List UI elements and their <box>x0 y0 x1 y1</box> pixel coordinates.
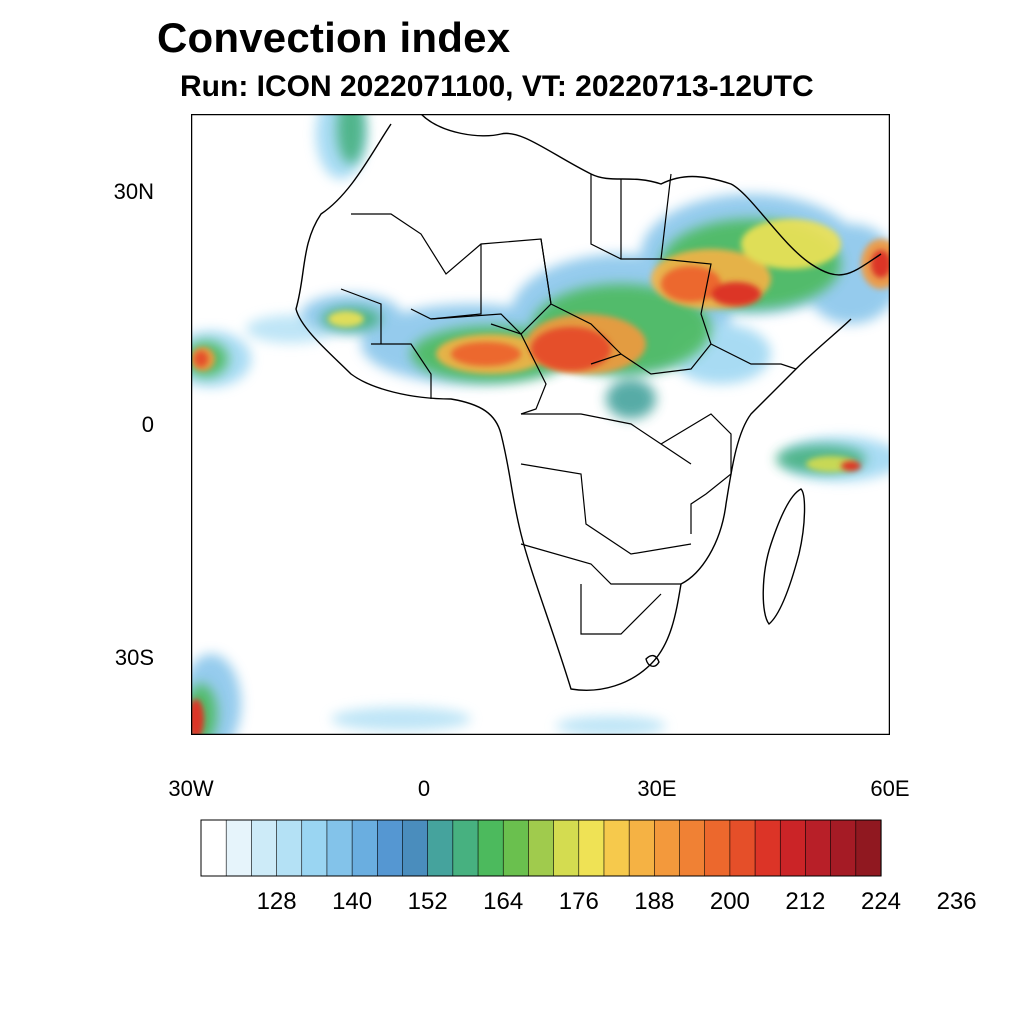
chart-title: Convection index <box>157 14 511 61</box>
colorbar-label: 152 <box>407 888 448 915</box>
colorbar-swatch <box>276 819 303 877</box>
colorbar-swatch <box>805 819 832 877</box>
colorbar-swatch <box>326 819 353 877</box>
colorbar-swatch <box>528 819 555 877</box>
colorbar-label: 176 <box>558 888 599 915</box>
lat-label-30s: 30S <box>114 645 154 670</box>
colorbar-swatch <box>225 819 252 877</box>
colorbar-label: 128 <box>256 888 297 915</box>
colorbar-swatch <box>427 819 454 877</box>
chart-subtitle: Run: ICON 2022071100, VT: 20220713-12UTC <box>180 70 814 103</box>
colorbar-frame <box>200 819 882 877</box>
colorbar <box>200 819 882 877</box>
map-panel <box>169 113 912 757</box>
convection-field <box>191 114 890 735</box>
colorbar-label: 236 <box>936 888 977 915</box>
coastlines <box>295 113 882 691</box>
lon-label-30w: 30W <box>168 776 214 801</box>
colorbar-swatch <box>754 819 781 877</box>
colorbar-swatch <box>578 819 605 877</box>
colorbar-swatch <box>855 819 882 877</box>
colorbar-swatch <box>603 819 630 877</box>
colorbar-label: 164 <box>483 888 524 915</box>
colorbar-swatch <box>477 819 504 877</box>
colorbar-label: 188 <box>634 888 675 915</box>
country-borders <box>340 173 797 635</box>
lat-label-0: 0 <box>141 412 154 437</box>
map-frame <box>190 113 891 736</box>
colorbar-swatch <box>377 819 404 877</box>
colorbar-label: 140 <box>332 888 373 915</box>
colorbar-swatch <box>502 819 530 877</box>
colorbar-swatch <box>679 819 706 877</box>
colorbar-swatch <box>654 819 681 877</box>
map-svg <box>169 113 912 757</box>
colorbar-swatch <box>628 819 655 877</box>
colorbar-label: 212 <box>785 888 826 915</box>
lon-label-0: 0 <box>417 776 431 801</box>
colorbar-swatch <box>402 819 429 877</box>
colorbar-swatch <box>452 819 479 877</box>
colorbar-swatch <box>729 819 756 877</box>
colorbar-swatch <box>553 819 580 877</box>
colorbar-swatch <box>779 819 807 877</box>
colorbar-swatch <box>200 819 227 877</box>
lon-label-60e: 60E <box>870 776 910 801</box>
colorbar-swatch <box>251 819 278 877</box>
colorbar-swatch <box>704 819 731 877</box>
lat-label-30n: 30N <box>113 179 154 204</box>
colorbar-swatch <box>301 819 328 877</box>
colorbar-label: 200 <box>709 888 750 915</box>
lon-label-30e: 30E <box>637 776 677 801</box>
colorbar-label: 224 <box>860 888 902 915</box>
colorbar-swatch <box>830 819 857 877</box>
colorbar-swatch <box>351 819 378 877</box>
